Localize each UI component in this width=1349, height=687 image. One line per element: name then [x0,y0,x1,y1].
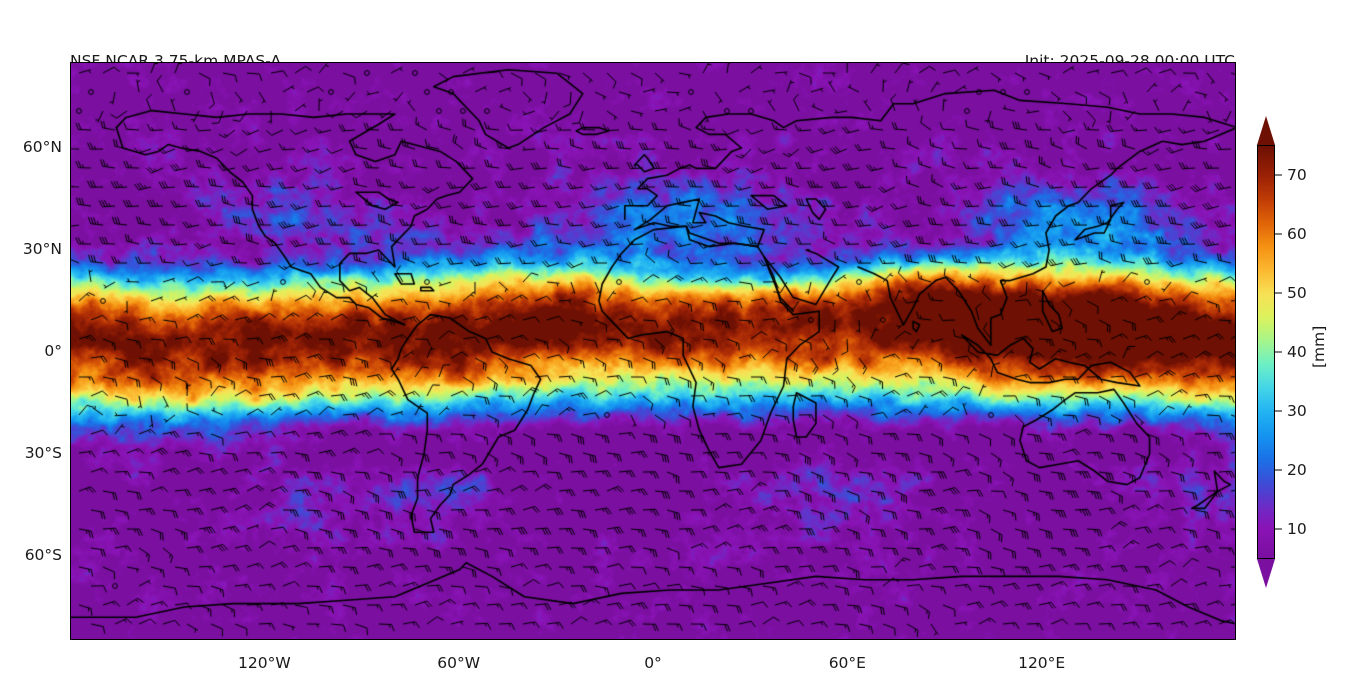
colorbar-tick-mark-1 [1275,233,1282,235]
colorbar-tick-mark-4 [1275,410,1282,412]
colorbar[interactable] [1257,116,1275,588]
colorbar-tick-label-2: 50 [1287,283,1307,302]
lon-tick-label-4: 120°E [1018,654,1066,672]
colorbar-tick-mark-5 [1275,469,1282,471]
lat-tick-label-4: 60°S [24,546,62,564]
lat-tick-label-1: 30°N [22,240,62,258]
lon-tick-label-2: 0° [644,654,662,672]
colorbar-tick-label-1: 60 [1287,224,1307,243]
lat-tick-label-0: 60°N [22,138,62,156]
colorbar-unit-label: [mm] [1310,325,1328,368]
colorbar-tick-label-4: 30 [1287,402,1307,421]
colorbar-extend-max-arrow [1257,116,1275,145]
lat-tick-label-2: 0° [44,342,62,360]
colorbar-extend-min-arrow [1257,559,1275,588]
colorbar-tick-label-3: 40 [1287,343,1307,361]
map-plot-area[interactable] [70,62,1236,640]
colorbar-tick-mark-2 [1275,292,1282,294]
lon-tick-label-1: 60°W [437,654,481,672]
colorbar-tick-label-5: 20 [1287,461,1307,480]
colorbar-tick-label-0: 70 [1287,165,1307,184]
tpw-heatmap-layer [71,63,1235,639]
colorbar-tick-mark-3 [1275,351,1282,353]
lat-tick-label-3: 30°S [24,444,62,462]
lon-tick-label-0: 120°W [237,654,291,672]
lon-tick-label-3: 60°E [828,654,866,672]
colorbar-tick-label-6: 10 [1287,520,1307,539]
colorbar-tick-mark-6 [1275,528,1282,530]
colorbar-tick-mark-0 [1275,174,1282,176]
colorbar-gradient [1257,145,1275,559]
